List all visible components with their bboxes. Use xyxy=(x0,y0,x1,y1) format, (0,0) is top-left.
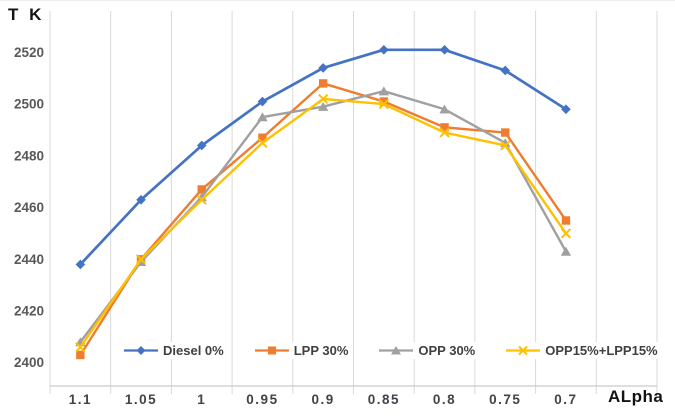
series-lpp-30-marker xyxy=(76,350,85,360)
series-diesel-0-marker xyxy=(439,44,450,55)
x-tick-label: 0.9 xyxy=(312,392,335,407)
series-opp-30-line xyxy=(79,89,568,344)
series-diesel-0-marker xyxy=(379,44,389,55)
legend-label: LPP 30% xyxy=(293,343,349,358)
x-tick-label: 0.85 xyxy=(368,392,400,407)
series-opp15-lpp15-marker xyxy=(318,93,329,105)
y-tick-label: 2460 xyxy=(14,200,44,215)
series-opp15-lpp15-marker xyxy=(196,194,207,205)
series-lpp-30-marker xyxy=(379,97,389,106)
series-opp-30-marker xyxy=(378,86,390,96)
series-opp15-lpp15-marker xyxy=(257,137,268,149)
series-opp-30-marker xyxy=(560,246,572,256)
legend-item-opp-30: OPP 30% xyxy=(376,342,478,359)
legend-label: OPP 30% xyxy=(418,343,476,358)
x-tick-label: 0.7 xyxy=(554,392,577,407)
series-lpp-30-marker xyxy=(561,216,571,225)
legend-swatch-diamond-icon xyxy=(124,346,158,355)
series-opp-30-marker xyxy=(196,192,207,202)
series-lpp-30-marker xyxy=(318,79,328,88)
series-diesel-0-marker xyxy=(561,104,571,115)
series-diesel-0-marker xyxy=(196,140,207,151)
series-lpp-30-line xyxy=(79,82,568,357)
legend-item-diesel-0: Diesel 0% xyxy=(121,342,226,359)
legend-item-opp15-lpp15: OPP15%+LPP15% xyxy=(503,342,660,359)
series-opp15-lpp15-marker xyxy=(75,342,86,353)
series-diesel-0-marker xyxy=(500,65,511,76)
y-tick-label: 2440 xyxy=(14,252,44,267)
y-tick-label: 2520 xyxy=(14,45,44,60)
series-diesel-0-marker xyxy=(75,259,86,270)
legend-swatch-x-icon xyxy=(506,345,541,356)
series-opp-30-marker xyxy=(257,112,268,122)
x-tick-label: 0.95 xyxy=(246,392,278,407)
chart-legend: Diesel 0% LPP 30% OPP 30% OPP15%+LPP15% xyxy=(121,342,660,359)
legend-item-lpp-30: LPP 30% xyxy=(251,342,351,359)
x-tick-label: 1 xyxy=(197,392,206,407)
y-tick-label: 2500 xyxy=(14,97,44,112)
legend-label: OPP15%+LPP15% xyxy=(545,343,658,358)
series-opp-30-marker xyxy=(439,104,450,114)
series-lpp-30-marker xyxy=(258,133,267,142)
x-tick-label: 0.75 xyxy=(489,392,521,407)
series-opp15-lpp15-marker xyxy=(439,127,450,138)
legend-swatch-square-icon xyxy=(254,346,289,355)
y-tick-label: 2480 xyxy=(14,148,44,163)
series-diesel-0-marker xyxy=(318,63,328,73)
legend-swatch-triangle-icon xyxy=(379,346,414,355)
x-tick-label: 1.05 xyxy=(125,392,157,407)
series-opp-30-marker xyxy=(317,101,329,111)
x-tick-label: 1.1 xyxy=(69,392,92,407)
series-diesel-0-marker xyxy=(136,194,146,205)
y-axis-title: T K xyxy=(8,5,45,24)
series-opp15-lpp15-marker xyxy=(135,254,147,265)
y-tick-label: 2420 xyxy=(14,304,44,319)
series-lpp-30-marker xyxy=(501,128,510,137)
series-opp15-lpp15-marker xyxy=(378,98,389,110)
y-tick-label: 2400 xyxy=(14,355,44,370)
series-opp15-lpp15-marker xyxy=(500,140,511,151)
legend-label: Diesel 0% xyxy=(163,343,224,358)
x-axis-title: ALpha xyxy=(608,387,664,406)
x-tick-label: 0.8 xyxy=(433,392,456,407)
series-lpp-30-marker xyxy=(440,123,449,132)
series-lpp-30-marker xyxy=(197,185,206,194)
series-diesel-0-marker xyxy=(257,96,268,107)
series-opp15-lpp15-marker xyxy=(560,228,572,239)
